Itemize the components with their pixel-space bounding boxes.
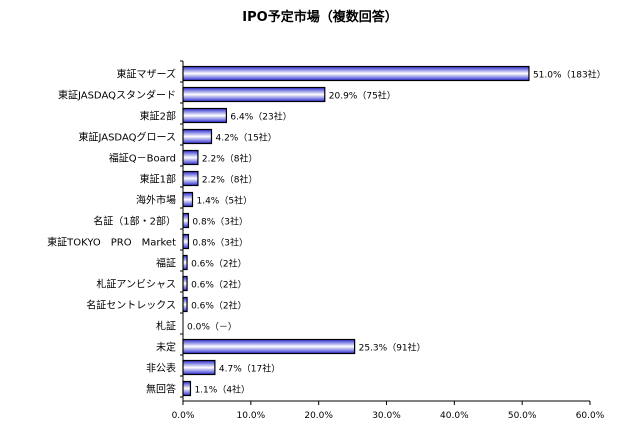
category-label: 無回答	[146, 383, 176, 396]
category-label: 東証2部	[140, 110, 176, 123]
category-label: 非公表	[146, 362, 176, 375]
bar	[182, 233, 190, 250]
bar	[182, 296, 188, 313]
data-label: 4.7%（17社）	[219, 363, 280, 375]
x-tick-label: 20.0%	[304, 411, 333, 421]
category-label: 福証Q－Board	[109, 152, 176, 165]
bar	[182, 275, 188, 292]
data-label: 0.6%（2社）	[191, 279, 247, 291]
x-tick-label: 30.0%	[372, 411, 401, 421]
data-label: 4.2%（15社）	[215, 132, 276, 144]
category-label: 東証マザーズ	[117, 68, 177, 81]
data-label: 2.2%（8社）	[202, 174, 258, 186]
data-label: 1.4%（5社）	[196, 195, 252, 207]
data-label: 0.8%（3社）	[192, 237, 248, 249]
bar	[182, 149, 199, 166]
bar	[182, 338, 356, 355]
data-label: 2.2%（8社）	[202, 153, 258, 165]
bar	[182, 254, 188, 271]
x-tick-label: 50.0%	[508, 411, 537, 421]
bar	[182, 359, 216, 376]
category-label: 福証	[156, 257, 176, 270]
data-label: 0.8%（3社）	[192, 216, 248, 228]
category-label: 札証アンビシャス	[96, 278, 176, 291]
bar	[182, 212, 190, 229]
category-label: 東証JASDAQスタンダード	[58, 89, 176, 102]
bar	[182, 191, 194, 208]
data-label: 51.0%（183社）	[533, 69, 606, 81]
category-label: 東証TOKYO PRO Market	[47, 236, 176, 249]
data-label: 0.6%（2社）	[191, 300, 247, 312]
category-label: 名証セントレックス	[86, 299, 176, 312]
category-label: 東証JASDAQグロース	[78, 131, 176, 144]
data-label: 25.3%（91社）	[359, 342, 426, 354]
category-label: 東証1部	[140, 173, 176, 186]
bar	[182, 86, 326, 103]
bar	[182, 65, 530, 82]
category-label: 札証	[156, 320, 176, 333]
bar	[182, 107, 228, 124]
bar	[182, 170, 199, 187]
data-label: 20.9%（75社）	[329, 90, 396, 102]
data-label: 0.6%（2社）	[191, 258, 247, 270]
x-tick-label: 60.0%	[576, 411, 605, 421]
category-label: 未定	[156, 341, 176, 354]
bar	[182, 128, 213, 145]
x-tick-label: 40.0%	[440, 411, 469, 421]
bar	[182, 380, 192, 397]
x-tick-label: 0.0%	[172, 411, 195, 421]
category-label: 名証（1部・2部）	[93, 215, 176, 228]
data-label: 1.1%（4社）	[194, 384, 250, 396]
data-label: 0.0%（－）	[187, 322, 237, 333]
chart-title: IPO予定市場（複数回答）	[242, 10, 398, 25]
data-label: 6.4%（23社）	[230, 111, 291, 123]
category-label: 海外市場	[136, 194, 176, 207]
x-tick-label: 10.0%	[237, 411, 266, 421]
